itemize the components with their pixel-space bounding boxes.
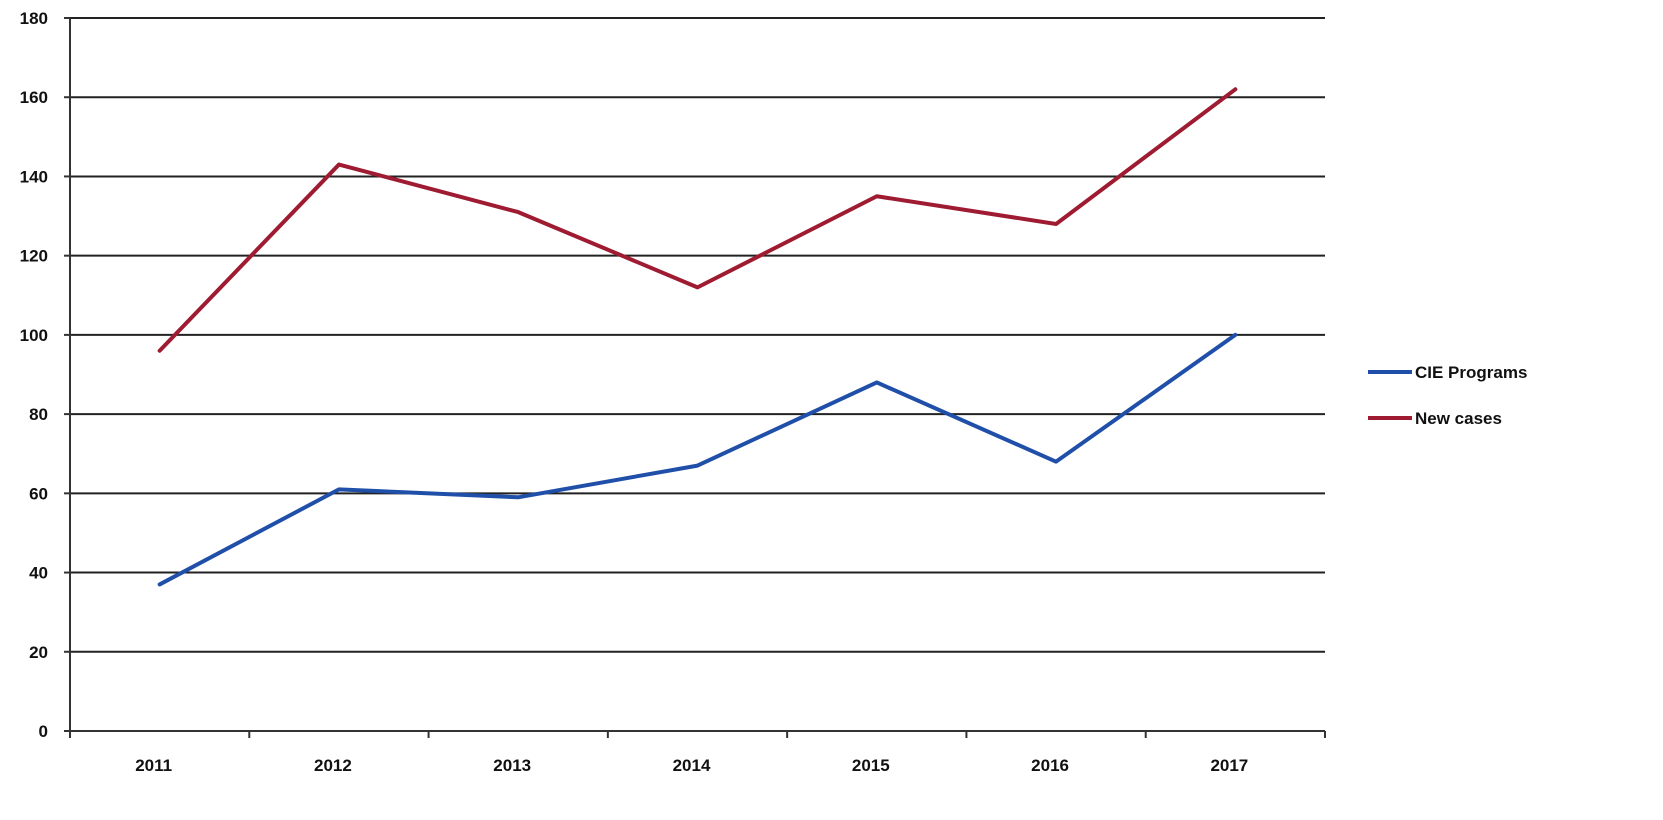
- x-tick-labels: 2011 2012 2013 2014 2015 2016 2017: [135, 756, 1248, 775]
- series-lines: [157, 87, 1238, 587]
- y-tick-label: 40: [29, 564, 48, 583]
- y-tick-label: 60: [29, 484, 48, 503]
- x-tick-label: 2017: [1210, 756, 1248, 775]
- x-tick-label: 2013: [493, 756, 531, 775]
- y-tick-label: 0: [39, 722, 48, 741]
- gridlines: [64, 17, 1326, 738]
- x-tick-label: 2015: [852, 756, 890, 775]
- x-tick-label: 2014: [673, 756, 711, 775]
- series-line-cie-programs: [157, 332, 1238, 587]
- legend: CIE Programs New cases: [1368, 363, 1527, 428]
- x-tick-label: 2012: [314, 756, 352, 775]
- y-tick-label: 100: [20, 326, 48, 345]
- y-tick-labels: 0 20 40 60 80 100 120 140 160 180: [20, 9, 48, 741]
- x-tick-label: 2016: [1031, 756, 1069, 775]
- legend-label: New cases: [1415, 409, 1502, 428]
- x-tick-label: 2011: [135, 756, 172, 775]
- y-tick-label: 20: [29, 643, 48, 662]
- y-tick-label: 180: [20, 9, 48, 28]
- y-tick-label: 160: [20, 88, 48, 107]
- axes: [69, 18, 1325, 732]
- legend-label: CIE Programs: [1415, 363, 1527, 382]
- y-tick-label: 80: [29, 405, 48, 424]
- series-line-new-cases: [157, 87, 1238, 353]
- y-tick-label: 120: [20, 247, 48, 266]
- y-tick-label: 140: [20, 167, 48, 186]
